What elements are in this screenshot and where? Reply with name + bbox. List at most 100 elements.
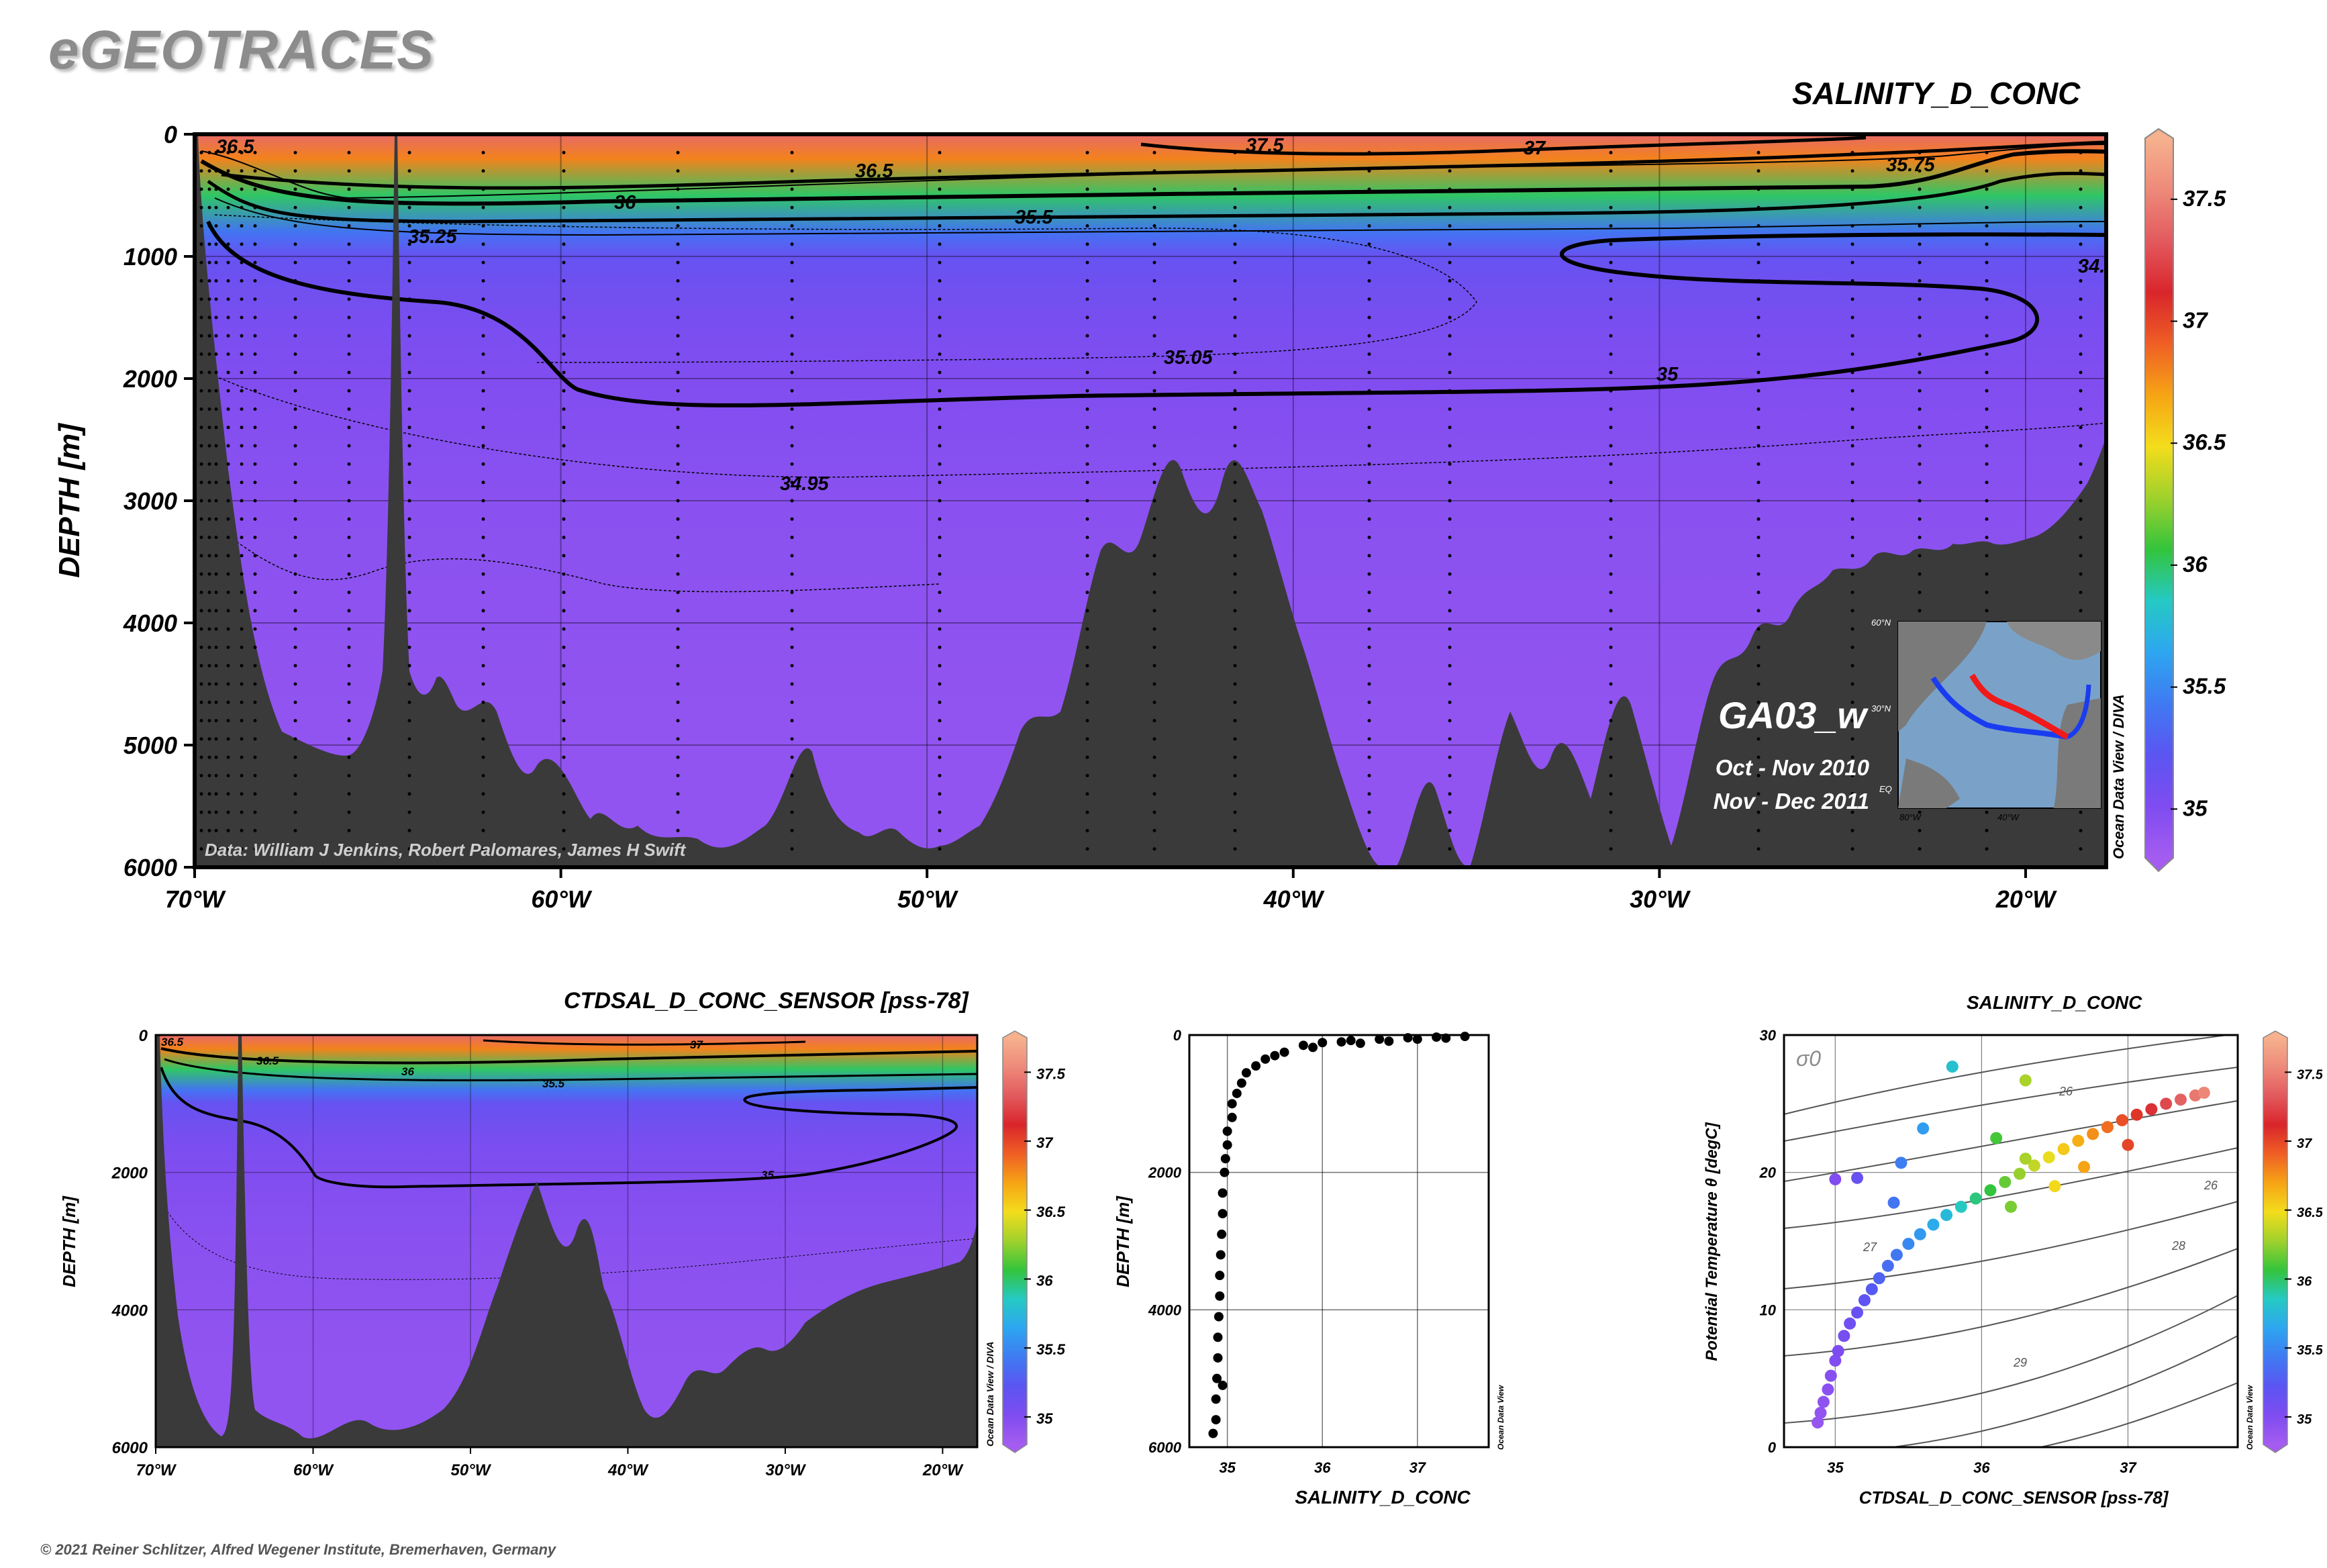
sample-dot: [226, 371, 230, 375]
profile-point: [1218, 1380, 1228, 1390]
sample-dot: [214, 755, 218, 759]
sample-dot: [1756, 371, 1761, 375]
sample-dot: [790, 627, 794, 631]
sample-dot: [481, 242, 485, 246]
sample-dot: [207, 572, 211, 576]
sample-dot: [407, 426, 411, 430]
sample-dot: [407, 792, 411, 796]
sample-dot: [938, 169, 942, 173]
sample-dot: [1985, 315, 1989, 320]
ts-point: [1890, 1248, 1903, 1261]
sample-dot: [407, 462, 411, 466]
sample-dot: [347, 572, 351, 576]
sample-dot: [1233, 260, 1237, 264]
sample-dot: [253, 645, 257, 649]
sample-dot: [240, 774, 244, 777]
profile-point: [1232, 1088, 1242, 1098]
sample-dot: [1756, 554, 1761, 558]
sample-dot: [407, 810, 411, 814]
small-contour-35: [160, 1067, 977, 1189]
sample-dot: [1152, 462, 1156, 466]
sample-dot: [562, 389, 566, 393]
sample-dot: [1756, 499, 1761, 503]
sample-dot: [2079, 462, 2083, 466]
sample-dot: [1985, 371, 1989, 375]
sample-dot: [1152, 645, 1156, 649]
sample-dot: [790, 536, 794, 540]
sample-dot: [2079, 481, 2083, 485]
sample-dot: [214, 682, 218, 686]
sample-dot: [253, 150, 257, 154]
sample-dot: [1609, 828, 1613, 832]
sample-dot: [207, 517, 211, 521]
sample-dot: [676, 828, 680, 832]
sample-dot: [293, 462, 297, 466]
colorbar-tick-label: 36: [1036, 1272, 1053, 1289]
sample-dot: [253, 828, 257, 832]
sample-dot: [253, 682, 257, 686]
sample-dot: [240, 664, 244, 668]
sample-dot: [1756, 150, 1761, 154]
sample-dot: [226, 645, 230, 649]
sample-dot: [1609, 444, 1613, 448]
sample-dot: [407, 242, 411, 246]
sample-dot: [1448, 224, 1452, 228]
sample-dot: [562, 737, 566, 741]
ts-point: [1954, 1200, 1967, 1213]
sample-dot: [347, 719, 351, 723]
sample-dot: [481, 205, 485, 209]
sample-dot: [214, 774, 218, 777]
sample-dot: [1756, 481, 1761, 485]
sample-dot: [214, 334, 218, 338]
sample-dot: [1448, 242, 1452, 246]
sample-dot: [214, 719, 218, 723]
sample-dot: [481, 371, 485, 375]
sample-dot: [226, 260, 230, 264]
sample-dot: [1152, 315, 1156, 320]
sample-dot: [347, 371, 351, 375]
sample-dot: [676, 499, 680, 503]
sample-dot: [240, 572, 244, 576]
sample-dot: [938, 499, 942, 503]
profile-point: [1346, 1036, 1356, 1046]
sample-dot: [293, 481, 297, 485]
sample-dot: [562, 279, 566, 283]
sample-dot: [562, 462, 566, 466]
sample-dot: [240, 260, 244, 264]
sample-dot: [1609, 591, 1613, 594]
sample-dot: [1152, 536, 1156, 540]
sample-dot: [1850, 627, 1854, 631]
sample-dot: [1152, 407, 1156, 411]
sample-dot: [1609, 719, 1613, 723]
sample-dot: [1233, 352, 1237, 356]
sample-dot: [253, 792, 257, 796]
sample-dot: [790, 682, 794, 686]
sample-dot: [1367, 444, 1371, 448]
sample-dot: [1918, 169, 1922, 173]
sample-dot: [1085, 150, 1089, 154]
sample-dot: [207, 187, 211, 191]
sample-dot: [481, 260, 485, 264]
sample-dot: [293, 645, 297, 649]
inset-lon-label: 80°W: [1899, 812, 1922, 822]
sample-dot: [1085, 444, 1089, 448]
x-tick-label: 35: [1827, 1459, 1844, 1476]
sample-dot: [1367, 371, 1371, 375]
sample-dot: [562, 536, 566, 540]
sample-dot: [240, 828, 244, 832]
sample-dot: [253, 389, 257, 393]
sample-dot: [1233, 609, 1237, 613]
contour-label: 36.5: [855, 160, 893, 182]
y-tick-label: 2000: [123, 365, 177, 393]
sample-dot: [562, 664, 566, 668]
colorbar-tick-label: 35: [1036, 1410, 1053, 1427]
sample-dot: [1233, 682, 1237, 686]
sample-dot: [1985, 481, 1989, 485]
profile-point: [1270, 1050, 1280, 1061]
sample-dot: [790, 187, 794, 191]
sample-dot: [790, 481, 794, 485]
contour-label: 35.75: [1886, 154, 1935, 176]
profile-frame: [1188, 1034, 1490, 1449]
sample-dot: [1985, 352, 1989, 356]
sample-dot: [1850, 719, 1854, 723]
